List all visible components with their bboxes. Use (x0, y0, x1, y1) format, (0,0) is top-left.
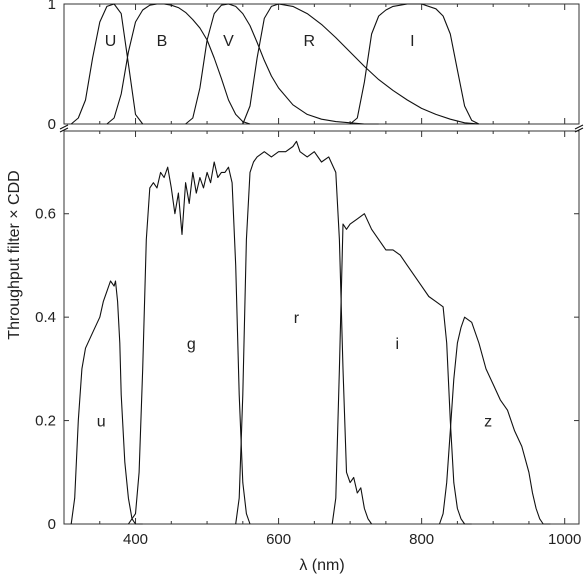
bottom-plot-frame (63, 130, 580, 525)
x-tick-label: 800 (409, 531, 434, 548)
y-axis-title: Throughput filter × CDD (6, 170, 23, 339)
x-axis-title: λ (nm) (299, 557, 344, 574)
series-U-curve (70, 3, 144, 125)
band-label-g: g (187, 336, 196, 353)
band-label-u: u (97, 414, 106, 431)
bottom-y-tick-label: 0.6 (35, 206, 56, 223)
series-u-curve (70, 280, 143, 525)
series-R-curve (242, 3, 479, 125)
bottom-y-tick-label: 0.2 (35, 413, 56, 430)
band-label-i: i (396, 336, 400, 353)
axis-break-mark (59, 124, 69, 133)
series-z-curve (438, 316, 551, 525)
top-y-tick-label: 0 (48, 116, 56, 133)
band-label-B: B (157, 33, 168, 50)
axis-break-mark (574, 124, 584, 133)
x-tick-label: 600 (266, 531, 291, 548)
band-label-I: I (410, 33, 414, 50)
x-tick-label: 400 (123, 531, 148, 548)
band-label-z: z (484, 414, 492, 431)
x-tick-label: 1000 (548, 531, 581, 548)
band-label-R: R (304, 33, 316, 50)
series-V-curve (185, 3, 379, 125)
bottom-y-tick-label: 0.4 (35, 309, 56, 326)
band-label-V: V (223, 33, 234, 50)
series-i-curve (331, 213, 472, 525)
bottom-panel-sdss-filters: 0 0.2 0.4 0.6 400 600 800 1000 u g r i z (35, 124, 584, 548)
series-I-curve (349, 3, 480, 125)
top-y-tick-label: 1 (48, 0, 56, 13)
bottom-y-tick-label: 0 (48, 516, 56, 533)
band-label-r: r (294, 310, 300, 327)
top-panel-johnson-filters: 0 1 U B V R I (48, 0, 580, 133)
top-plot-frame (63, 3, 580, 125)
series-g-curve (127, 161, 251, 525)
series-B-curve (106, 3, 251, 125)
band-label-U: U (105, 33, 117, 50)
series-r-curve (235, 140, 373, 525)
